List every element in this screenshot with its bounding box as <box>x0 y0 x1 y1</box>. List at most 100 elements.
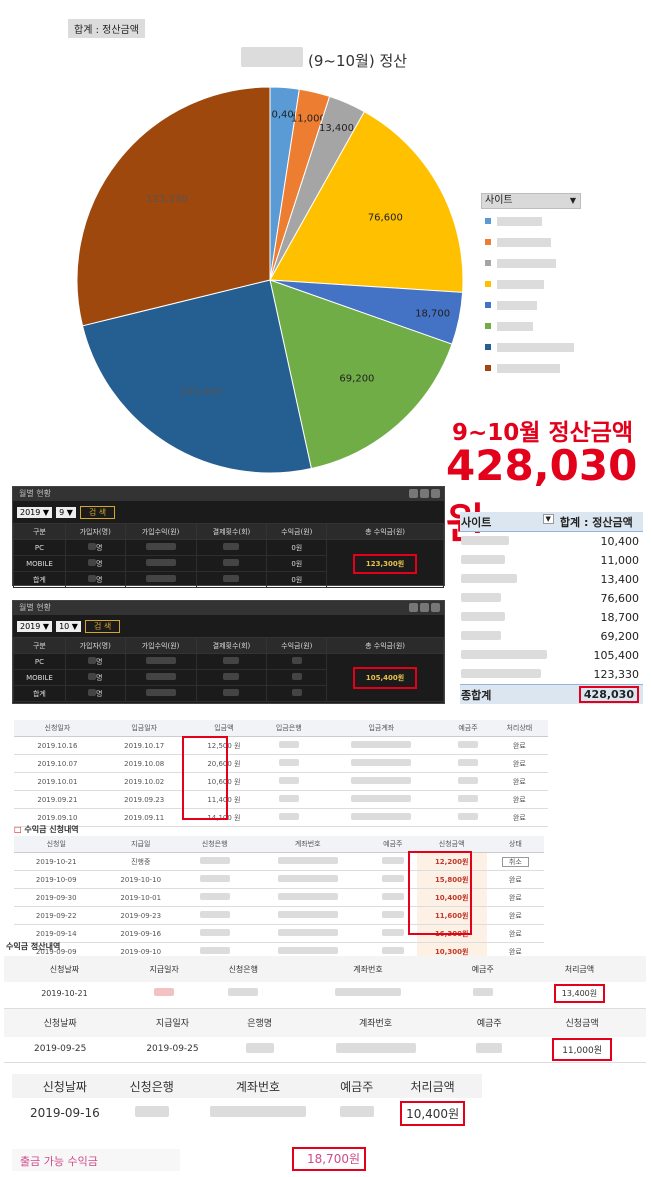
table-cell <box>369 870 417 889</box>
legend-label-blurred <box>497 342 575 352</box>
table-cell <box>246 852 370 871</box>
table-cell: 20,600 원 <box>187 754 261 773</box>
table-row: 10,400 <box>460 532 643 552</box>
col-header: 수익금(원) <box>266 637 328 654</box>
highlight-box: 105,400원 <box>353 666 418 689</box>
settings-icon[interactable] <box>409 603 418 612</box>
monthly-table: 구분 가입자(명) 가입수익(원) 결제횟수(회) 수익금(원) 총 수익금(원… <box>13 523 444 588</box>
table-cell <box>317 790 446 809</box>
search-button[interactable]: 검 색 <box>84 619 121 633</box>
col-header: 가입자(명) <box>64 637 126 654</box>
monthly-status-panel-oct: 월별 현황 2019 ▼ 10 ▼ 검 색 구분 가입자(명) 가입수익(원) … <box>12 600 445 704</box>
col-header: 총 수익금(원) <box>326 637 444 654</box>
total-revenue: 105,400원 <box>365 673 405 682</box>
table-cell <box>246 906 370 925</box>
pivot-value: 69,200 <box>600 630 640 643</box>
pie-data-label: 11,000 <box>291 114 326 125</box>
table-cell: 2019.10.17 <box>100 736 188 755</box>
table-row: 18,700 <box>460 608 643 627</box>
table-cell: 2019.10.16 <box>14 736 101 755</box>
col-header: 예금주 <box>340 1079 374 1094</box>
filter-dropdown-icon[interactable]: ▼ <box>542 513 554 524</box>
table-cell: 15,800원 <box>416 870 487 889</box>
table-cell <box>260 790 318 809</box>
col-header: 지급일자 <box>155 1019 190 1030</box>
pie-data-label: 105,400 <box>180 386 221 397</box>
search-button[interactable]: 검 색 <box>79 505 116 519</box>
table-cell <box>445 808 491 827</box>
year-select[interactable]: 2019 ▼ <box>17 506 53 518</box>
table-cell: 2019.09.23 <box>100 790 188 809</box>
table-row: 2019-09-30 2019-10-01 10,400원 완료 <box>14 888 544 907</box>
table-cell: 2019-09-22 <box>14 906 99 925</box>
col-header: 예금주 <box>369 836 417 853</box>
table-cell: 2019-09-16 <box>98 924 183 943</box>
legend-swatch <box>485 365 491 371</box>
monthly-table: 구분 가입자(명) 가입수익(원) 결제횟수(회) 수익금(원) 총 수익금(원… <box>13 637 444 702</box>
legend-swatch <box>485 260 491 266</box>
pivot-value: 123,330 <box>593 668 640 681</box>
col-header: 입금일자 <box>100 720 188 737</box>
col-header: 구분 <box>13 637 66 654</box>
table-cell: 2019-10-09 <box>14 870 99 889</box>
table-cell: 10,600 원 <box>187 772 261 791</box>
table-row: PC 명 0원 123,300원 <box>13 539 444 588</box>
col-header: 계좌번호 <box>235 1079 281 1094</box>
table-row: 2019-09-22 2019-09-23 11,600원 완료 <box>14 906 544 925</box>
year-select[interactable]: 2019 ▼ <box>17 620 53 632</box>
table-cell: 12,200원 <box>416 852 487 871</box>
table-cell <box>317 772 446 791</box>
legend-swatch <box>485 302 491 308</box>
cancel-button[interactable]: 취소 <box>501 856 529 867</box>
legend-label-blurred <box>497 321 533 331</box>
section-title-apply: □ 수익금 신청내역 <box>14 825 79 834</box>
pivot-field-chip[interactable]: 합계 : 정산금액 <box>68 19 145 38</box>
table-row: 105,400 <box>460 646 643 665</box>
site-name-blurred <box>241 47 303 67</box>
table-cell <box>260 736 318 755</box>
legend-swatch <box>485 344 491 350</box>
payout-amount: 10,400원 <box>400 1100 466 1126</box>
col-header: 가입수익(원) <box>124 523 197 540</box>
settings-icon[interactable] <box>409 489 418 498</box>
month-select[interactable]: 10 ▼ <box>56 620 81 632</box>
table-row: 2019.09.10 2019.09.11 14,100 원 완료 <box>14 808 548 827</box>
pivot-col-site[interactable]: 사이트 ▼ <box>460 512 559 532</box>
table-cell <box>317 736 446 755</box>
chart-legend: 사이트 ▼ <box>481 193 581 377</box>
refresh-icon[interactable] <box>420 603 429 612</box>
table-row: 13,400 <box>460 570 643 589</box>
pivot-total-value: 428,030 <box>578 686 639 703</box>
col-header: 신청일자 <box>14 720 101 737</box>
table-cell <box>445 790 491 809</box>
pivot-value: 11,000 <box>600 554 640 567</box>
highlight-box <box>182 736 228 820</box>
col-header: 예금주 <box>471 964 494 974</box>
legend-label-blurred <box>497 216 542 226</box>
legend-filter-button[interactable]: 사이트 ▼ <box>481 193 581 209</box>
col-header: 가입자(명) <box>64 523 126 540</box>
col-header: 총 수익금(원) <box>326 523 444 540</box>
table-cell <box>260 808 318 827</box>
legend-swatch <box>485 218 491 224</box>
table-cell: 10,400원 <box>416 888 487 907</box>
pivot-table: 사이트 ▼ 합계 : 정산금액 10,400 11,000 13,400 76,600 1… <box>460 512 643 704</box>
close-icon[interactable] <box>431 603 440 612</box>
legend-item <box>481 254 581 272</box>
col-header: 결제횟수(회) <box>195 637 268 654</box>
site-name-blurred <box>461 593 501 602</box>
legend-label-blurred <box>497 300 537 310</box>
table-cell <box>246 924 370 943</box>
table-cell: 2019-09-10 <box>98 942 183 961</box>
legend-label-blurred <box>497 258 557 268</box>
month-select[interactable]: 9 ▼ <box>56 506 76 518</box>
col-header: 상태 <box>486 836 544 853</box>
table-cell <box>246 870 370 889</box>
refresh-icon[interactable] <box>420 489 429 498</box>
withdraw-label-box: 출금 가능 수익금 <box>12 1149 180 1171</box>
table-cell <box>183 924 247 943</box>
col-header: 신청은행 <box>183 836 247 853</box>
close-icon[interactable] <box>431 489 440 498</box>
table-cell: 완료 <box>490 772 548 791</box>
table-row: PC 명 105,400원 <box>13 653 444 702</box>
